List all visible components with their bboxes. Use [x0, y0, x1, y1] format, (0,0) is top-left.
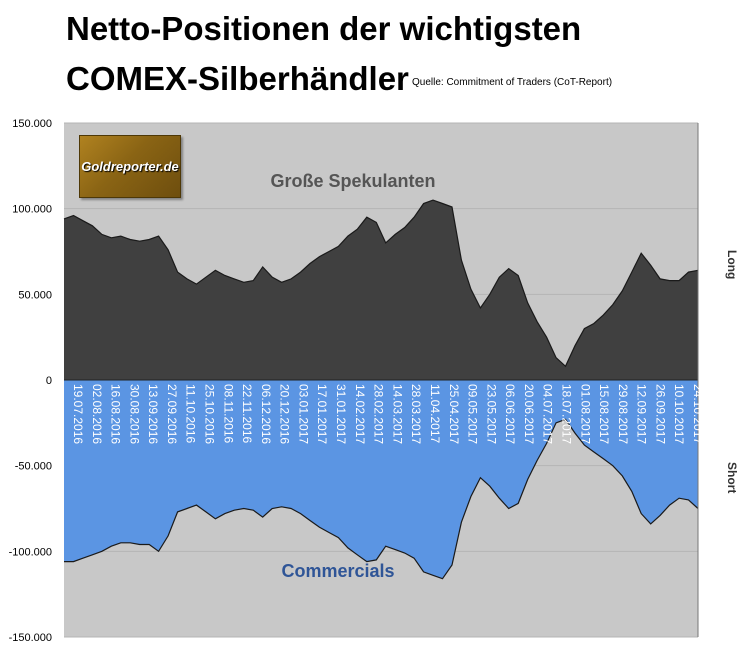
y-tick-label: -50.000	[15, 461, 52, 473]
commercials-annotation: Commercials	[281, 561, 394, 581]
x-tick-label: 10.10.2017	[672, 384, 686, 444]
chart-title-line1: Netto-Positionen der wichtigsten	[66, 10, 582, 47]
y-tick-label: 150.000	[12, 118, 52, 130]
x-tick-label: 30.08.2016	[127, 384, 141, 444]
chart-title-line2: COMEX-Silberhändler	[66, 60, 409, 97]
x-tick-label: 26.09.2017	[653, 384, 667, 444]
x-tick-label: 16.08.2016	[109, 384, 123, 444]
x-tick-label: 15.08.2017	[597, 384, 611, 444]
x-tick-label: 14.02.2017	[353, 384, 367, 444]
x-tick-label: 11.04.2017	[428, 384, 442, 443]
logo-text: Goldreporter.de	[81, 159, 179, 174]
goldreporter-logo: Goldreporter.de	[79, 135, 181, 198]
x-tick-label: 20.06.2017	[522, 384, 536, 444]
long-side-label: Long	[725, 250, 739, 279]
x-tick-label: 25.10.2016	[203, 384, 217, 444]
x-tick-label: 04.07.2017	[541, 384, 555, 444]
x-tick-label: 24.10.2017	[691, 384, 705, 444]
x-tick-label: 25.04.2017	[447, 384, 461, 444]
y-tick-label: 50.000	[18, 289, 52, 301]
x-tick-label: 27.09.2016	[165, 384, 179, 444]
y-tick-label: -150.000	[9, 632, 52, 644]
x-tick-label: 28.03.2017	[409, 384, 423, 444]
commercials-line	[64, 418, 699, 580]
x-tick-label: 17.01.2017	[315, 384, 329, 444]
speculators-annotation: Große Spekulanten	[270, 171, 435, 191]
x-tick-label: 02.08.2016	[90, 384, 104, 444]
x-tick-label: 20.12.2016	[278, 384, 292, 444]
x-tick-label: 08.11.2016	[221, 384, 235, 443]
x-tick-label: 31.01.2017	[334, 384, 348, 444]
x-tick-label: 11.10.2016	[184, 384, 198, 443]
source-note: Quelle: Commitment of Traders (CoT-Repor…	[412, 77, 613, 88]
x-tick-label: 23.05.2017	[484, 384, 498, 444]
speculators-area	[64, 200, 698, 380]
x-tick-label: 06.12.2016	[259, 384, 273, 444]
short-side-label: Short	[725, 462, 739, 493]
y-tick-label: 0	[46, 375, 52, 387]
commercials-area	[64, 380, 698, 579]
x-tick-label: 06.06.2017	[503, 384, 517, 444]
x-tick-label: 13.09.2016	[146, 384, 160, 444]
x-tick-label: 09.05.2017	[466, 384, 480, 444]
y-tick-label: -100.000	[9, 546, 52, 558]
x-tick-label: 01.08.2017	[578, 384, 592, 444]
x-tick-label: 12.09.2017	[635, 384, 649, 444]
x-tick-label: 14.03.2017	[390, 384, 404, 444]
x-tick-label: 19.07.2016	[71, 384, 85, 444]
x-tick-label: 28.02.2017	[372, 384, 386, 444]
y-tick-label: 100.000	[12, 204, 52, 216]
x-tick-label: 22.11.2016	[240, 384, 254, 443]
x-tick-label: 29.08.2017	[616, 384, 630, 444]
x-tick-label: 18.07.2017	[560, 384, 574, 444]
speculators-line	[63, 199, 699, 368]
x-tick-label: 03.01.2017	[297, 384, 311, 444]
